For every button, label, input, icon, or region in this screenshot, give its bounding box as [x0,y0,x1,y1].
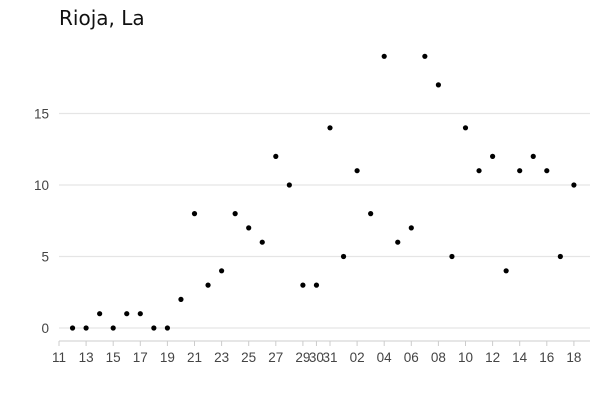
x-tick-label: 04 [377,350,393,365]
x-tick-label: 19 [160,350,175,365]
x-tick-label: 27 [268,350,283,365]
data-point [395,239,401,245]
x-tick-label: 10 [458,350,473,365]
data-point [178,296,184,302]
data-point [571,182,577,188]
x-tick-label: 08 [431,350,446,365]
data-point [381,53,387,59]
data-point [219,268,225,274]
data-point [205,282,211,288]
y-tick-label: 5 [41,250,49,265]
data-point [137,311,143,317]
data-point [517,168,523,174]
data-point [462,125,469,131]
chart-title: Rioja, La [59,6,145,30]
data-point [368,211,374,217]
x-tick-label: 13 [79,350,94,365]
x-tick-label: 06 [404,350,419,365]
x-tick-label: 23 [214,350,229,365]
data-point [286,182,292,188]
data-point [490,153,496,159]
data-point [354,168,360,174]
data-point [273,153,279,159]
x-tick-label: 18 [566,350,581,365]
data-point [435,82,441,88]
data-point [232,211,238,217]
x-tick-label: 21 [187,350,202,365]
y-tick-label: 0 [41,321,49,336]
data-point [422,53,428,59]
data-point [164,325,170,331]
data-point [246,225,252,231]
data-point [476,168,482,174]
data-point [110,325,116,331]
data-point [313,282,320,288]
x-tick-label: 31 [322,350,337,365]
data-point [69,325,76,331]
x-tick-label: 16 [539,350,554,365]
data-point [327,125,333,131]
x-tick-label: 02 [350,350,365,365]
x-tick-label: 30 [309,350,324,365]
y-tick-label: 15 [34,107,49,122]
x-tick-label: 25 [241,350,256,365]
x-tick-label: 12 [485,350,500,365]
data-point [83,325,89,331]
x-tick-label: 17 [133,350,148,365]
x-tick-label: 11 [52,350,66,365]
data-point [530,153,536,159]
data-point [259,239,265,245]
data-point [300,282,306,288]
data-point [449,253,455,260]
data-point [191,211,198,217]
y-tick-label: 10 [34,178,49,193]
data-point [503,268,509,274]
data-point [557,253,563,260]
x-tick-label: 14 [512,350,528,365]
data-point [408,225,414,231]
data-point [151,325,157,331]
x-tick-label: 29 [295,350,310,365]
data-point [124,311,130,317]
data-point [544,168,550,174]
x-tick-label: 15 [106,350,121,365]
data-point [97,311,103,317]
data-point [340,253,347,260]
